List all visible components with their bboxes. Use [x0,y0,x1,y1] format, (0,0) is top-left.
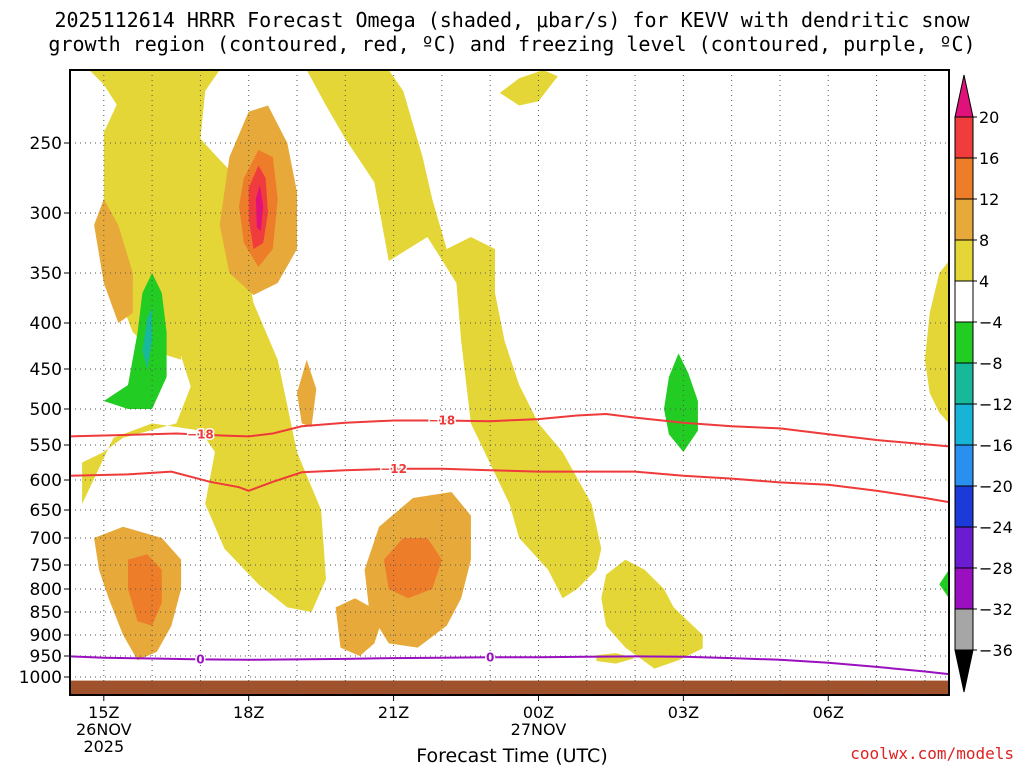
x-axis-label: Forecast Time (UTC) [416,745,608,767]
colorbar-band-11 [954,567,974,610]
omega-region-18 [664,353,698,452]
y-tick-label-700: 700 [30,529,62,549]
colorbar-label-7: −12 [979,395,1013,414]
y-tick-label-550: 550 [30,436,62,456]
colorbar-band-2 [954,198,974,241]
x-tick-label-1-0: 18Z [233,703,264,722]
y-tick-label-300: 300 [30,204,62,224]
freezing-contour-0 [70,655,949,676]
colorbar-label-12: −32 [979,600,1013,619]
colorbar-label-3: 8 [979,231,989,250]
y-tick-label-250: 250 [30,134,62,154]
y-tick-label-650: 650 [30,501,62,521]
colorbar-band-5 [954,321,974,364]
ground-fill [70,680,949,695]
pressure-axis: 250 300 350 400 450 500 550 600 650 700 750 800 850 9… [19,134,70,688]
omega-region-3 [924,261,949,424]
colorbar-label-9: −20 [979,477,1013,496]
y-tick-label-450: 450 [30,360,62,380]
dotted-grid [70,70,949,695]
colorbar-label-8: −16 [979,436,1013,455]
source-credit: coolwx.com/models [850,744,1014,763]
omega-region-2 [499,70,558,106]
contour-labels: −18 −18 −12 0 0 [186,412,496,668]
colorbar-band-0 [954,116,974,159]
omega-region-9 [335,598,384,656]
y-tick-label-750: 750 [30,556,62,576]
colorbar-label-10: −24 [979,518,1013,537]
chart-title-line-2: growth region (contoured, red, ºC) and f… [48,32,976,56]
colorbar-band-3 [954,239,974,282]
dgz-contour-label-0-1: −18 [429,414,456,428]
colorbar-band-8 [954,444,974,487]
colorbar-band-6 [954,362,974,405]
colorbar-label-4: 4 [979,272,989,291]
omega-shaded-regions [82,70,949,669]
omega-colorbar: 20 16 12 8 4 −4 −8 −12 −16 −20 −24 −28 −32 −36 [954,74,1013,693]
ground-layer [70,680,949,695]
colorbar-band-9 [954,485,974,528]
colorbar-band-10 [954,526,974,569]
y-tick-label-850: 850 [30,603,62,623]
omega-region-10 [297,359,317,427]
y-tick-label-350: 350 [30,264,62,284]
colorbar-label-13: −36 [979,641,1013,660]
y-tick-label-1000: 1000 [19,668,62,688]
omega-region-16 [103,273,167,409]
chart-title: 2025112614 HRRR Forecast Omega (shaded, … [0,8,1024,56]
y-tick-label-500: 500 [30,400,62,420]
contour-lines [70,412,949,676]
colorbar-bottom-arrow [954,649,974,693]
colorbar-label-5: −4 [979,313,1003,332]
x-tick-label-3-0: 00Z [523,703,554,722]
omega-region-13 [383,538,442,599]
x-tick-label-4-0: 03Z [668,703,699,722]
x-tick-label-0-0: 15Z [88,703,119,722]
colorbar-band-12 [954,608,974,651]
colorbar-label-1: 16 [979,149,999,168]
plot-frame [69,69,950,696]
freezing-contour-label-0-1: 0 [486,650,494,664]
omega-region-17 [142,308,153,369]
x-tick-label-0-2: 2025 [83,737,124,756]
dgz-contour-label-0-0: −18 [187,428,214,442]
colorbar-label-0: 20 [979,108,999,127]
dgz-contour-0 [70,412,949,448]
omega-region-19 [939,569,949,599]
y-tick-label-900: 900 [30,626,62,646]
x-tick-label-2-0: 21Z [378,703,409,722]
colorbar-label-2: 12 [979,190,999,209]
colorbar-top-arrow [954,74,974,118]
colorbar-label-6: −8 [979,354,1003,373]
y-tick-label-600: 600 [30,471,62,491]
colorbar-label-11: −28 [979,559,1013,578]
omega-region-12 [128,554,162,626]
y-tick-label-400: 400 [30,314,62,334]
freezing-contour-label-0-0: 0 [196,652,204,666]
colorbar-band-1 [954,157,974,200]
y-tick-label-800: 800 [30,580,62,600]
y-tick-label-950: 950 [30,647,62,667]
x-tick-label-0-1: 26NOV [76,720,132,739]
dgz-contour-1 [70,467,949,504]
dgz-contour-label-1-0: −12 [380,462,407,476]
x-tick-label-3-1: 27NOV [511,720,567,739]
x-tick-label-5-0: 06Z [813,703,844,722]
colorbar-band-4 [954,280,974,323]
chart-title-line-1: 2025112614 HRRR Forecast Omega (shaded, … [54,8,970,32]
omega-region-15 [255,185,264,231]
colorbar-band-7 [954,403,974,446]
